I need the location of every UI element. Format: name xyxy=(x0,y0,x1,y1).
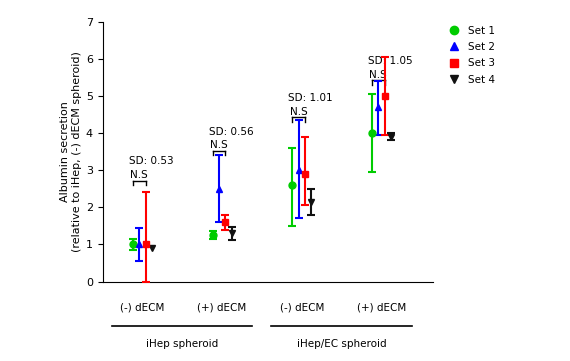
Text: N.S: N.S xyxy=(210,140,228,150)
Text: (-) dECM: (-) dECM xyxy=(279,303,324,312)
Text: N.S: N.S xyxy=(369,70,387,79)
Text: (+) dECM: (+) dECM xyxy=(357,303,406,312)
Legend: Set 1, Set 2, Set 3, Set 4: Set 1, Set 2, Set 3, Set 4 xyxy=(440,22,499,89)
Text: (+) dECM: (+) dECM xyxy=(197,303,247,312)
Text: (-) dECM: (-) dECM xyxy=(120,303,165,312)
Text: SD: 1.01: SD: 1.01 xyxy=(288,93,333,103)
Text: N.S: N.S xyxy=(290,107,307,117)
Text: SD: 0.56: SD: 0.56 xyxy=(209,127,253,137)
Text: iHep/EC spheroid: iHep/EC spheroid xyxy=(297,339,386,349)
Text: N.S: N.S xyxy=(131,170,148,180)
Text: SD: 1.05: SD: 1.05 xyxy=(368,56,413,66)
Text: SD: 0.53: SD: 0.53 xyxy=(129,156,173,166)
Y-axis label: Albumin secretion
(relative to iHep, (-) dECM spheroid): Albumin secretion (relative to iHep, (-)… xyxy=(60,51,82,252)
Text: iHep spheroid: iHep spheroid xyxy=(146,339,218,349)
